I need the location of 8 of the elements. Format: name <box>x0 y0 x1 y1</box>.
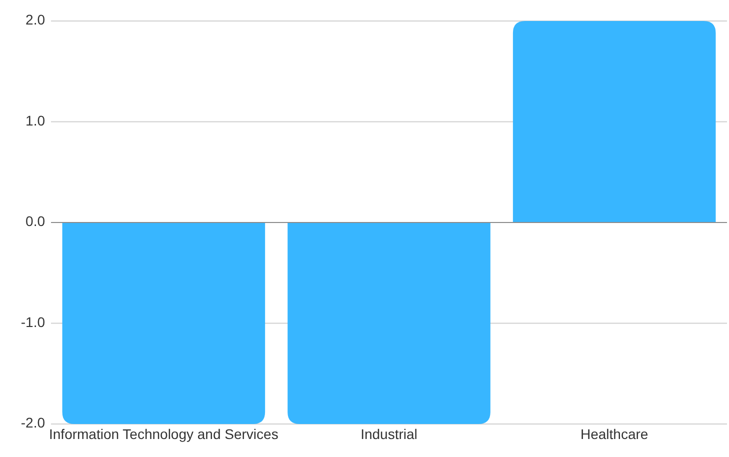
y-tick-label: -2.0 <box>20 414 46 431</box>
x-tick-label: Information Technology and Services <box>49 426 278 442</box>
y-tick-label: 1.0 <box>26 112 46 128</box>
x-tick-label: Healthcare <box>580 426 648 442</box>
x-tick-label: Industrial <box>360 426 418 442</box>
y-tick-label: 0.0 <box>26 213 46 230</box>
y-tick-label: 2.0 <box>26 12 46 28</box>
y-tick-label: -1.0 <box>20 314 46 330</box>
